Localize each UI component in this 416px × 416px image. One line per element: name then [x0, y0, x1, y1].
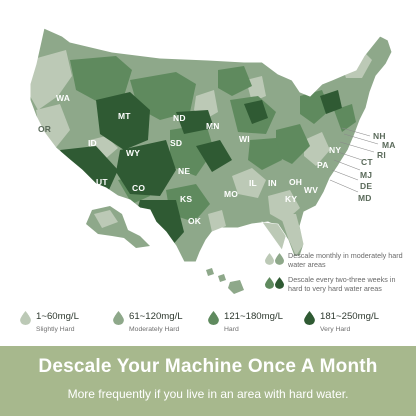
callout-monthly: Descale monthly in moderately hard water…: [265, 251, 408, 269]
state-label-wv: WV: [304, 185, 319, 195]
state-label-nd: ND: [173, 113, 186, 123]
state-label-or: OR: [38, 124, 52, 134]
us-map-svg: [29, 27, 393, 294]
state-label-sd: SD: [170, 138, 183, 148]
state-label-mo: MO: [224, 189, 239, 199]
us-water-hardness-map: WA OR ID MT WY UT CO ND SD NE KS OK MN W…: [29, 27, 408, 294]
state-label-wy: WY: [126, 148, 141, 158]
drop-icon: [265, 253, 274, 265]
callout-monthly-text: Descale monthly in moderately hard water…: [288, 251, 403, 269]
callout-weeks-drops: [265, 277, 284, 289]
state-label-ks: KS: [180, 194, 193, 204]
state-label-de: DE: [360, 181, 373, 191]
state-label-ok: OK: [188, 216, 202, 226]
banner-heading: Descale Your Machine Once A Month: [38, 356, 378, 377]
banner-subheading: More frequently if you live in an area w…: [67, 387, 349, 401]
hawaii-shape: [206, 268, 244, 294]
legend-item-slightly-hard: 1~60mg/L Slightly Hard: [20, 311, 79, 333]
state-label-il: IL: [249, 178, 257, 188]
legend-item-moderately-hard: 61~120mg/L Moderately Hard: [113, 311, 183, 333]
drop-icon: [20, 311, 31, 325]
state-label-nh: NH: [373, 131, 386, 141]
legend-range: 121~180mg/L: [224, 311, 283, 322]
state-label-oh: OH: [289, 177, 303, 187]
legend-label: Hard: [224, 326, 239, 333]
state-label-ny: NY: [329, 145, 342, 155]
legend-range: 61~120mg/L: [129, 311, 183, 322]
callout-monthly-drops: [265, 253, 284, 265]
drop-icon: [304, 311, 315, 325]
legend-label: Moderately Hard: [129, 326, 180, 333]
drop-icon: [275, 253, 284, 265]
state-label-co: CO: [132, 183, 146, 193]
legend-label: Very Hard: [320, 326, 351, 333]
state-label-ut: UT: [96, 177, 108, 187]
state-label-id: ID: [88, 138, 97, 148]
drop-icon: [265, 277, 274, 289]
state-label-ne: NE: [178, 166, 191, 176]
state-label-ri: RI: [377, 150, 386, 160]
state-label-mn: MN: [206, 121, 220, 131]
legend-range: 181~250mg/L: [320, 311, 379, 322]
state-label-mj: MJ: [360, 170, 373, 180]
state-label-wi: WI: [239, 134, 250, 144]
state-label-pa: PA: [317, 160, 329, 170]
drop-icon: [275, 277, 284, 289]
state-label-ma: MA: [382, 140, 396, 150]
callout-weeks-text: Descale every two-three weeks in hard to…: [288, 275, 396, 293]
drop-icon: [208, 311, 219, 325]
state-label-ct: CT: [361, 157, 373, 167]
alaska-soft-region: [94, 210, 118, 228]
florida-shape: [261, 221, 287, 251]
state-label-md: MD: [358, 193, 372, 203]
drop-icon: [113, 311, 124, 325]
legend-range: 1~60mg/L: [36, 311, 79, 322]
state-label-ky: KY: [285, 194, 298, 204]
legend-item-very-hard: 181~250mg/L Very Hard: [304, 311, 379, 333]
legend-item-hard: 121~180mg/L Hard: [208, 311, 283, 333]
hardness-legend: 1~60mg/L Slightly Hard 61~120mg/L Modera…: [0, 311, 416, 347]
state-label-mt: MT: [118, 111, 131, 121]
legend-label: Slightly Hard: [36, 326, 75, 333]
descale-banner: Descale Your Machine Once A Month More f…: [0, 346, 416, 416]
alaska-shape: [86, 206, 150, 248]
very-hard-regions: [60, 90, 342, 248]
callout-two-three-weeks: Descale every two-three weeks in hard to…: [265, 275, 408, 293]
northeast-leader-lines: [329, 127, 379, 193]
state-label-in: IN: [268, 178, 277, 188]
state-label-wa: WA: [56, 93, 71, 103]
